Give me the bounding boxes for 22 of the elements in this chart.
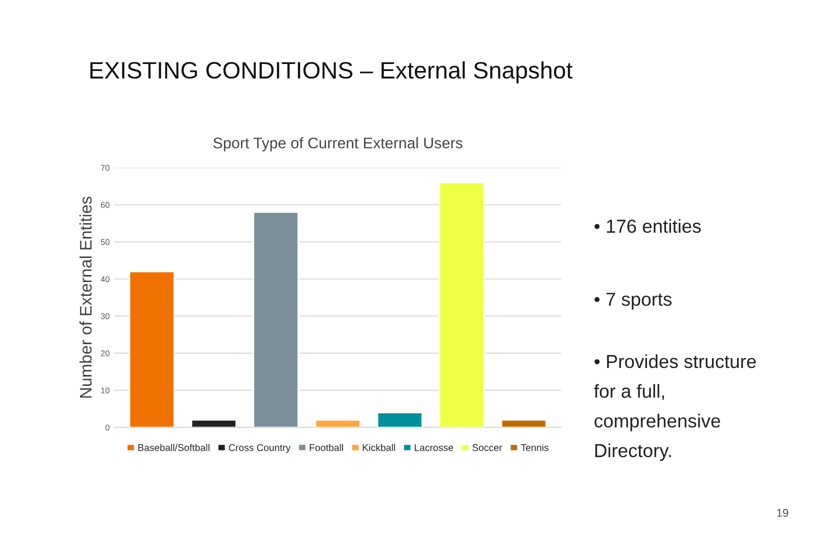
text: • Provides structure for a full, comprehensive Directory. xyxy=(594,354,756,461)
y-tick-label: 40 xyxy=(100,276,110,282)
legend-label: Soccer xyxy=(472,444,502,452)
text: 19 xyxy=(777,508,788,517)
legend-label: Lacrosse xyxy=(414,444,454,452)
legend-label: Baseball/Softball xyxy=(138,444,210,452)
text: • 176 entities xyxy=(594,219,701,233)
y-tick-label: 0 xyxy=(105,424,110,430)
chart-title: EXISTING CONDITIONS – External Snapshot xyxy=(90,61,572,84)
chart-subtitle: Sport Type of Current External Users xyxy=(213,137,462,152)
y-tick-label: 60 xyxy=(100,202,110,208)
y-axis-title: Number of External Entities xyxy=(79,196,92,398)
y-tick-label: 20 xyxy=(100,350,110,356)
legend-label: Tennis xyxy=(520,444,548,452)
y-tick-label: 70 xyxy=(100,164,110,171)
legend-label: Kickball xyxy=(362,444,395,452)
y-tick-label: 50 xyxy=(100,239,110,246)
y-tick-label: 30 xyxy=(100,313,110,320)
legend-label: Football xyxy=(310,444,343,452)
text: • 7 sports xyxy=(594,292,672,310)
legend-label: Cross Country xyxy=(228,444,291,453)
y-tick-label: 10 xyxy=(101,387,110,394)
